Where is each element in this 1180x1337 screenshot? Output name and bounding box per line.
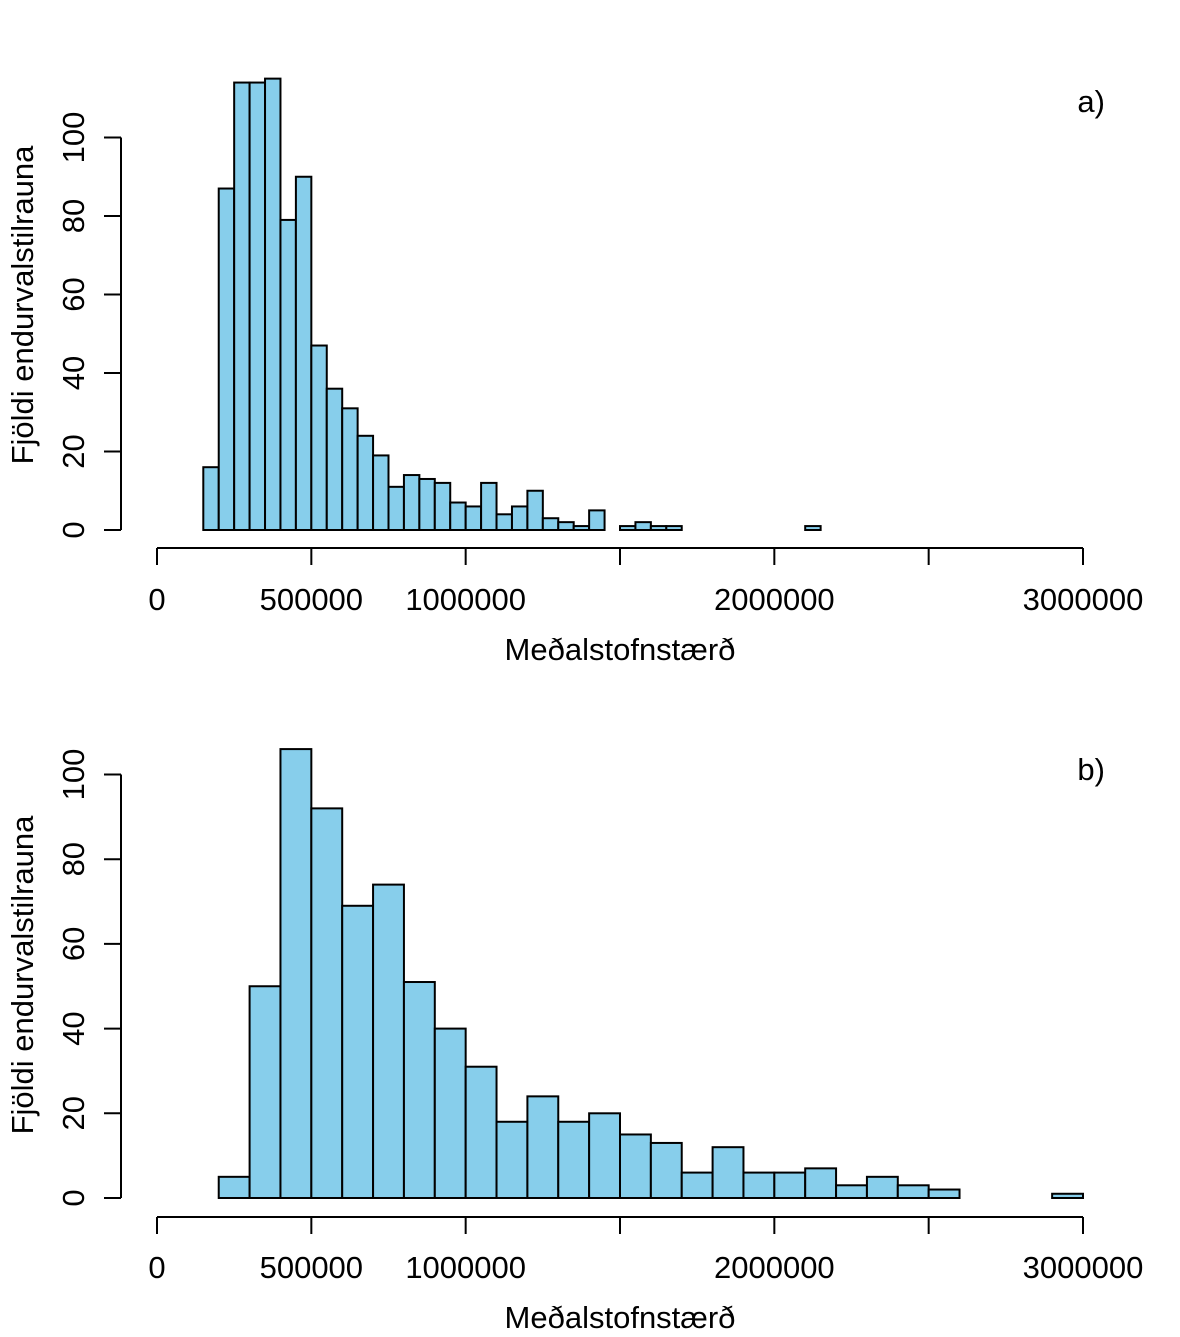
histogram-bar (279, 218, 297, 532)
y-axis-title-a: Fjöldi endurvalstilrauna (5, 145, 40, 465)
histogram-bar (418, 477, 436, 532)
histogram-bar (649, 1141, 683, 1199)
histogram-bar (464, 505, 483, 532)
histogram-bar (526, 1095, 560, 1199)
x-tick-label: 1000000 (405, 582, 526, 617)
y-tick-label: 80 (56, 199, 91, 233)
x-tick-label: 0 (148, 582, 165, 617)
histogram-bar (804, 525, 822, 532)
x-tick-label: 3000000 (1023, 582, 1144, 617)
histogram-bar (557, 521, 575, 532)
histogram-bar (248, 81, 267, 532)
y-tick-label: 60 (56, 277, 91, 311)
y-tick-label: 100 (56, 112, 91, 164)
histogram-bar (341, 904, 375, 1199)
histogram-bar (619, 525, 637, 532)
histogram-bar (279, 748, 313, 1200)
histogram-bar (619, 1133, 652, 1199)
histogram-bar (341, 407, 359, 532)
histogram-panel-a: a) Meðalstofnstærð Fjöldi endurvalstilra… (5, 77, 1144, 667)
histogram-bar (557, 1120, 591, 1200)
x-tick-label: 500000 (260, 582, 363, 617)
x-tick-label: 1000000 (405, 1250, 526, 1285)
histogram-bar (433, 1027, 467, 1199)
histogram-bar (541, 517, 560, 531)
y-tick-label: 40 (56, 356, 91, 390)
panel-label-a: a) (1077, 84, 1105, 119)
histogram-bar (248, 985, 282, 1199)
histogram-bar (372, 883, 405, 1199)
histogram-bar (402, 474, 421, 531)
histogram-bar (449, 501, 467, 531)
histogram-bar (1051, 1192, 1084, 1200)
histogram-bar (310, 807, 344, 1199)
histogram-bar (634, 521, 652, 532)
histogram-bar (495, 1120, 529, 1200)
histogram-bar (464, 1065, 498, 1199)
y-tick-label: 0 (56, 521, 91, 538)
histogram-bar (742, 1171, 776, 1199)
x-axis-title-b: Meðalstofnstærð (505, 1300, 736, 1335)
histogram-bar (526, 489, 544, 531)
histogram-bar (233, 81, 251, 532)
histogram-bar (433, 481, 452, 531)
histogram-bar (217, 187, 236, 531)
histogram-bar (711, 1146, 745, 1200)
x-tick-label: 0 (148, 1250, 165, 1285)
histogram-bar (325, 387, 344, 532)
y-tick-label: 20 (56, 434, 91, 468)
histogram-bar (649, 525, 668, 532)
histogram-bar (804, 1167, 838, 1199)
histogram-bar (773, 1171, 807, 1199)
histogram-bar (264, 77, 282, 531)
histogram-bar (896, 1184, 930, 1200)
x-tick-label: 3000000 (1023, 1250, 1144, 1285)
histogram-bar (510, 505, 529, 532)
histogram-bar (865, 1175, 899, 1199)
histogram-bar (572, 525, 591, 532)
y-tick-label: 0 (56, 1189, 91, 1206)
panel-label-b: b) (1077, 752, 1105, 787)
histogram-bar (356, 434, 375, 531)
histogram-bar (402, 981, 436, 1200)
histogram-bar (372, 454, 390, 531)
histogram-bar (294, 175, 313, 531)
histogram-panel-b: b) Meðalstofnstærð Fjöldi endurvalstilra… (5, 748, 1144, 1335)
histogram-bar (588, 509, 606, 531)
histogram-bar (217, 1175, 251, 1199)
y-tick-label: 20 (56, 1096, 91, 1130)
histogram-bar (927, 1188, 961, 1200)
x-tick-label: 2000000 (714, 1250, 835, 1285)
x-tick-label: 500000 (260, 1250, 363, 1285)
histogram-bar (680, 1171, 714, 1199)
histogram-bar (387, 485, 405, 532)
y-tick-label: 80 (56, 842, 91, 876)
histogram-bar (495, 513, 513, 531)
histogram-bar (202, 466, 220, 532)
y-axis-title-b: Fjöldi endurvalstilrauna (5, 815, 40, 1135)
y-tick-label: 60 (56, 927, 91, 961)
histogram-bar (835, 1184, 868, 1200)
histogram-bar (480, 481, 498, 531)
y-tick-label: 40 (56, 1011, 91, 1045)
y-tick-label: 100 (56, 749, 91, 801)
x-tick-label: 2000000 (714, 582, 835, 617)
histogram-bar (588, 1112, 622, 1200)
histogram-bar (665, 525, 683, 532)
x-axis-title-a: Meðalstofnstærð (505, 632, 736, 667)
histogram-bar (310, 344, 328, 531)
